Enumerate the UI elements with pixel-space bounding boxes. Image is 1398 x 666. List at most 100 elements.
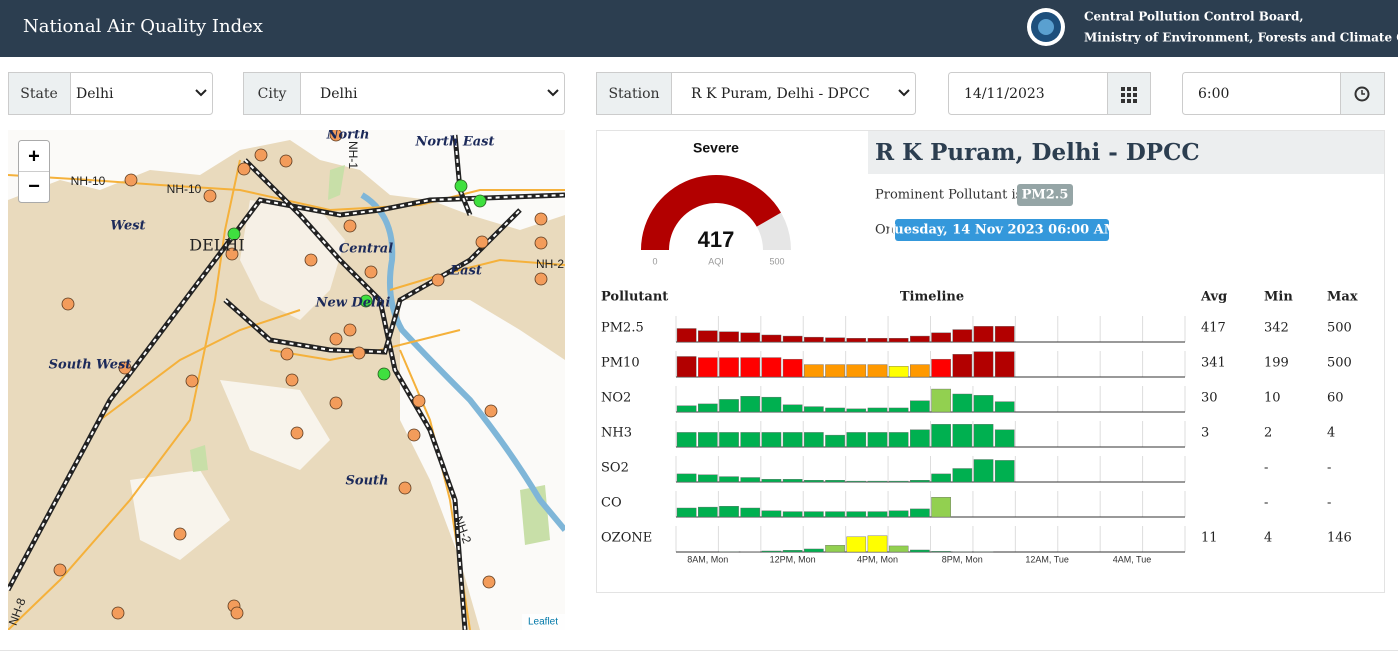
station-marker[interactable]: [279, 154, 293, 168]
pollutant-avg: 3: [1201, 426, 1209, 441]
timeline-bar: [761, 510, 782, 518]
station-marker[interactable]: [118, 361, 132, 375]
map-urban: [8, 130, 565, 630]
station-marker[interactable]: [173, 527, 187, 541]
station-marker[interactable]: [377, 367, 391, 381]
zoom-in[interactable]: +: [28, 145, 40, 167]
station-marker[interactable]: [364, 265, 378, 279]
timeline-bar: [910, 508, 930, 518]
station-marker[interactable]: [534, 212, 548, 226]
timeline-bar: [804, 406, 824, 413]
station-marker[interactable]: [53, 563, 67, 577]
timeline-bar: [952, 468, 973, 483]
station-marker[interactable]: [412, 394, 426, 408]
aqi-category: Severe: [693, 140, 739, 156]
state-filter[interactable]: State Delhi: [8, 72, 213, 115]
time-label: 4AM, Tue: [1113, 554, 1152, 564]
station-marker[interactable]: [343, 219, 357, 233]
zoom-out[interactable]: −: [28, 175, 40, 197]
time-value[interactable]: 6:00: [1198, 86, 1229, 102]
timeline-bar: [846, 511, 867, 518]
pollutant-name: SO2: [601, 461, 629, 476]
time-input[interactable]: 6:00: [1182, 72, 1385, 115]
station-marker[interactable]: [185, 374, 199, 388]
map-label: DELHI: [189, 236, 244, 255]
station-name-bar: [868, 131, 1384, 174]
timeline-bar: [676, 356, 697, 378]
station-marker[interactable]: [482, 575, 496, 589]
pollutant-min: 2: [1264, 426, 1272, 441]
timeline-bar: [994, 429, 1015, 448]
station-marker[interactable]: [230, 606, 244, 620]
station-marker[interactable]: [111, 606, 125, 620]
station-marker[interactable]: [203, 189, 217, 203]
station-marker[interactable]: [534, 236, 548, 250]
station-marker[interactable]: [398, 481, 412, 495]
pollutant-name: CO: [601, 496, 622, 511]
prominent-pollutant: PM2.5: [1022, 188, 1069, 203]
clock-icon[interactable]: [1354, 86, 1370, 102]
timeline-bar: [931, 388, 951, 413]
station-marker[interactable]: [484, 404, 498, 418]
timeline-bar: [888, 366, 909, 378]
timeline-bar: [867, 338, 888, 343]
station-marker[interactable]: [329, 396, 343, 410]
station-marker[interactable]: [329, 332, 343, 346]
timeline-bar: [740, 357, 761, 378]
station-marker[interactable]: [473, 194, 487, 208]
pollutant-avg: 417: [1201, 321, 1226, 336]
station-marker[interactable]: [343, 323, 357, 337]
station-marker[interactable]: [475, 235, 489, 249]
map-attribution[interactable]: Leaflet: [528, 617, 558, 628]
timeline-bar: [888, 432, 909, 448]
filter-value[interactable]: Delhi: [320, 86, 358, 102]
timeline-bar: [740, 507, 761, 518]
station-marker[interactable]: [280, 347, 294, 361]
timeline-bar: [719, 331, 739, 343]
pollutant-max: 500: [1327, 321, 1352, 336]
aqi-unit: AQI: [708, 256, 724, 266]
filter-value[interactable]: R K Puram, Delhi - DPCC: [691, 86, 870, 102]
zoom-control[interactable]: + −: [18, 140, 50, 203]
date-input[interactable]: 14/11/2023: [948, 72, 1151, 115]
timeline-bar: [740, 477, 761, 483]
station-marker[interactable]: [304, 253, 318, 267]
station-filter[interactable]: Station R K Puram, Delhi - DPCC: [596, 72, 916, 115]
station-marker[interactable]: [61, 297, 75, 311]
timeline-bar: [719, 476, 739, 483]
station-marker[interactable]: [290, 426, 304, 440]
station-marker[interactable]: [431, 273, 445, 287]
timeline-bar: [994, 351, 1015, 378]
station-marker[interactable]: [534, 272, 548, 286]
calendar-icon[interactable]: [1121, 87, 1137, 103]
station-marker[interactable]: [254, 148, 268, 162]
timeline-bar: [910, 549, 930, 553]
station-marker[interactable]: [227, 227, 241, 241]
map[interactable]: North North East West DELHI Central East New D…: [6, 128, 565, 631]
on-label: On: [875, 223, 895, 238]
station-marker[interactable]: [359, 294, 373, 308]
date-value[interactable]: 14/11/2023: [964, 86, 1045, 102]
timeline-bar: [973, 395, 994, 413]
station-marker[interactable]: [407, 428, 421, 442]
station-marker[interactable]: [329, 129, 343, 142]
org-line: Ministry of Environment, Forests and Cli…: [1084, 31, 1398, 45]
datetime: Tuesday, 14 Nov 2023 06:00 AM: [886, 223, 1118, 238]
station-marker[interactable]: [225, 247, 239, 261]
timeline-bar: [867, 364, 888, 378]
filter-value[interactable]: Delhi: [76, 86, 114, 102]
city-filter[interactable]: City Delhi: [243, 72, 565, 115]
station-marker[interactable]: [124, 173, 138, 187]
station-marker[interactable]: [352, 346, 366, 360]
timeline-bar: [782, 511, 803, 518]
station-marker[interactable]: [454, 179, 468, 193]
org-line: Central Pollution Control Board,: [1084, 10, 1304, 24]
station-marker[interactable]: [285, 373, 299, 387]
station-marker[interactable]: [237, 162, 251, 176]
timeline-bar: [973, 326, 994, 343]
timeline-bar: [782, 335, 803, 343]
timeline-bar: [761, 357, 782, 378]
filter-label: State: [20, 86, 57, 102]
timeline-bar: [804, 432, 824, 448]
